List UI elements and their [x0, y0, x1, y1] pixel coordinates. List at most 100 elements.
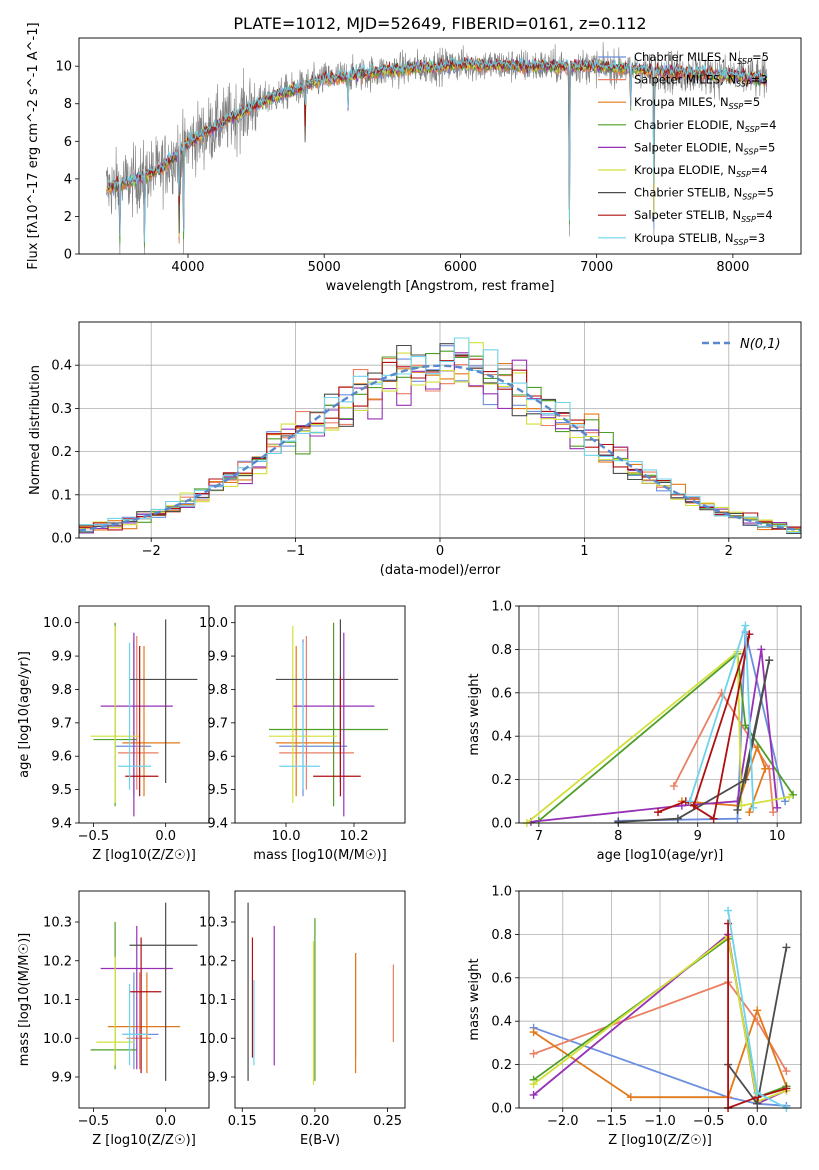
y-tick-label: 4 [64, 172, 72, 187]
weight-series-line [673, 690, 775, 813]
errorbar-point [279, 636, 354, 790]
weight-point-marker [669, 782, 678, 791]
weight-point-marker [654, 808, 663, 817]
x-tick-label: −1.0 [644, 1114, 676, 1129]
errorbar-point [292, 632, 375, 817]
y-tick-label: 10.0 [199, 616, 228, 631]
errorbar-point [100, 925, 173, 1070]
weight-point-marker [753, 1088, 762, 1097]
spectrum-legend: Chabrier MILES, NSSP=5 Salpeter MILES, NS… [598, 50, 776, 247]
errorbar-point [129, 937, 162, 1074]
weight-point-marker [529, 1090, 538, 1099]
y-tick-label: 9.4 [51, 817, 72, 832]
x-tick-label: −2 [142, 544, 161, 559]
legend-label: Salpeter ELODIE, NSSP=5 [634, 140, 775, 156]
errorbar-point [118, 636, 159, 790]
y-tick-label: 10.3 [199, 916, 228, 931]
y-tick-label: 10.3 [43, 916, 72, 931]
y-tick-label: 10.0 [199, 1032, 228, 1047]
axes-weight_vs_age: 7 8 9 10 0.0 0.2 0.4 0.6 0.8 1.0 age [log10(age/yr… [467, 600, 801, 863]
weight-point-marker [753, 1017, 762, 1026]
weight-point-marker [773, 803, 782, 812]
errorbar-point [275, 646, 341, 797]
y-tick-label: 10.2 [43, 954, 72, 969]
legend-label: Chabrier ELODIE, NSSP=4 [634, 118, 776, 134]
y-tick-label: 0.2 [51, 445, 72, 460]
weight-point-marker [689, 801, 698, 810]
weight-point-marker [685, 797, 694, 806]
x-axis-label: (data-model)/error [380, 563, 501, 578]
age_vs_mass-points [269, 619, 399, 817]
weight-point-marker [529, 1028, 538, 1037]
y-tick-label: 9.9 [51, 650, 72, 665]
x-tick-label: 0.15 [228, 1114, 257, 1129]
age_vs_mass-frame [234, 605, 406, 824]
errorbar-point [279, 639, 348, 797]
y-tick-label: 9.9 [207, 650, 228, 665]
mass_vs_Z-frame [78, 890, 210, 1109]
weight-point-marker [724, 906, 733, 915]
y-tick-label: 10.0 [43, 616, 72, 631]
y-axis-label: Flux [fλ10^-17 erg cm^-2 s^-1 A^-1] [26, 22, 41, 269]
x-tick-label: −1 [286, 544, 305, 559]
x-tick-label: 10.2 [340, 829, 369, 844]
residual-plot [79, 337, 801, 534]
y-tick-label: 0.3 [51, 402, 72, 417]
legend-label: Chabrier STELIB, NSSP=5 [634, 186, 774, 202]
y-axis-label: Normed distribution [28, 365, 43, 495]
legend-label: Kroupa MILES, NSSP=5 [634, 95, 760, 111]
age_vs_Z-frame [78, 605, 210, 824]
y-tick-label: 0.1 [51, 488, 72, 503]
errorbar-point [122, 646, 181, 797]
y-tick-label: 0 [64, 248, 72, 263]
errorbar-point [313, 676, 361, 797]
y-tick-label: 9.9 [51, 1071, 72, 1086]
weight_vs_age-frame [518, 605, 802, 824]
y-tick-label: 9.6 [51, 750, 72, 765]
weight-series-line [526, 649, 790, 824]
weight_vs_Z-lines [529, 906, 791, 1112]
y-tick-label: 9.7 [51, 716, 72, 731]
y-tick-label: 0.0 [491, 817, 512, 832]
y-tick-label: 10.2 [199, 954, 228, 969]
weight-point-marker [626, 1093, 635, 1102]
weight-series-line [538, 651, 794, 822]
y-axis-label: mass weight [467, 673, 482, 755]
errorbar-point [122, 984, 149, 1066]
weight-point-marker [782, 1067, 791, 1076]
weight-point-marker [785, 792, 794, 801]
x-tick-label: 0.25 [373, 1114, 402, 1129]
errorbar-point [107, 972, 181, 1074]
x-tick-label: 1 [580, 544, 588, 559]
weight-point-marker [749, 803, 758, 812]
y-tick-label: 0.8 [491, 643, 512, 658]
mass_vs_EBV-points [247, 902, 394, 1085]
errorbar-point [118, 642, 152, 790]
y-tick-label: 10.1 [199, 993, 228, 1008]
x-tick-label: −0.5 [78, 829, 110, 844]
x-tick-label: 7 [535, 829, 543, 844]
errorbar-point [90, 626, 140, 803]
weight_vs_age-lines [522, 621, 798, 827]
x-axis-label: Z [log10(Z/Z☉)] [608, 1133, 712, 1148]
y-tick-label: 1.0 [491, 885, 512, 900]
weight-point-marker [765, 656, 774, 665]
weight-point-marker [757, 645, 766, 654]
x-axis-label: wavelength [Angstrom, rest frame] [326, 279, 555, 294]
weight-point-marker [733, 814, 742, 823]
weight-point-marker [673, 814, 682, 823]
y-tick-label: 0.2 [491, 1058, 512, 1073]
x-tick-label: 0.0 [155, 829, 176, 844]
x-tick-label: 0.0 [747, 1114, 768, 1129]
x-tick-label: 10 [769, 829, 786, 844]
x-tick-label: −1.5 [596, 1114, 628, 1129]
y-tick-label: 2 [64, 210, 72, 225]
y-axis-label: mass weight [467, 958, 482, 1040]
weight-point-marker [741, 721, 750, 730]
errorbar-point [275, 619, 399, 783]
y-tick-label: 0.4 [491, 730, 512, 745]
weight-point-marker [753, 1006, 762, 1015]
x-tick-label: 4000 [171, 260, 204, 275]
weight-series-line [533, 1026, 787, 1107]
axes-mass_vs_EBV: 0.15 0.20 0.25 9.9 10.0 10.1 10.2 10.3 E(B-V) [199, 916, 402, 1149]
